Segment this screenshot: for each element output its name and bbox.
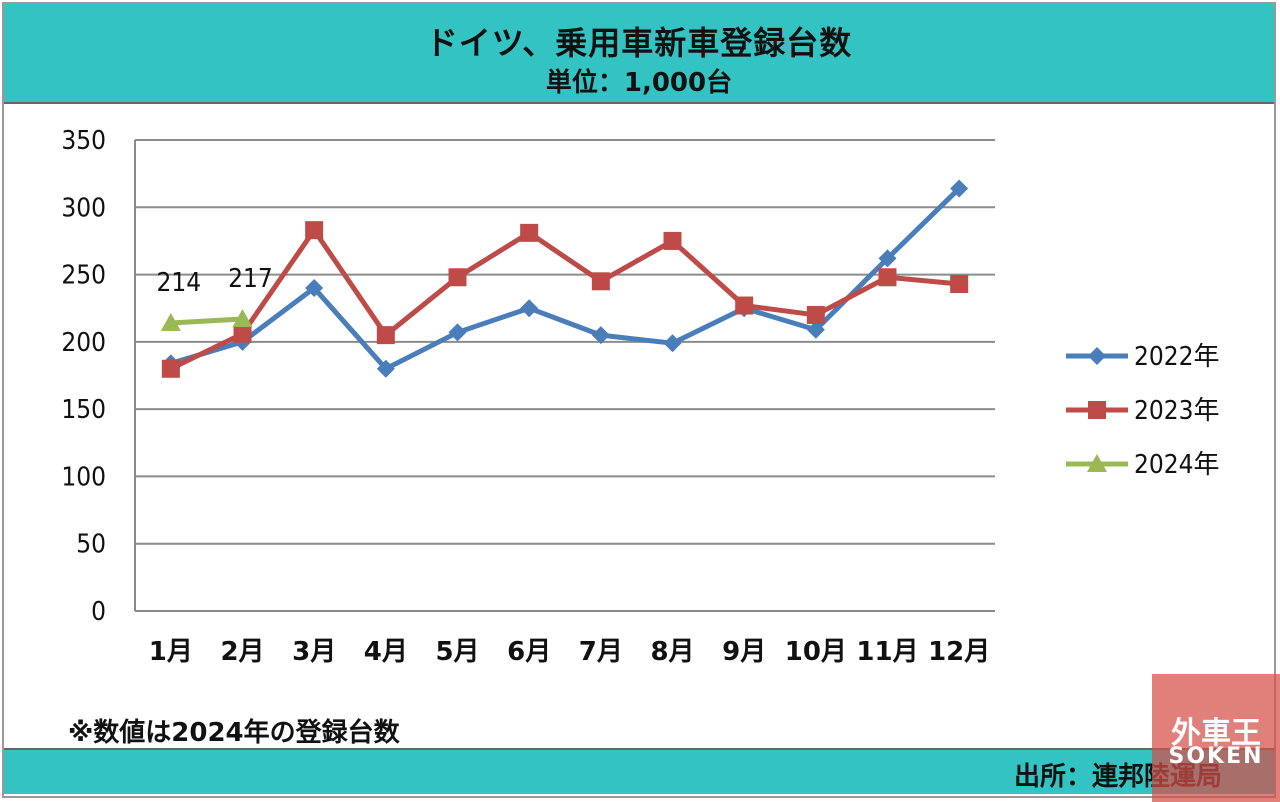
square-marker: [520, 223, 539, 242]
series-line: [169, 227, 960, 372]
footnote: ※数値は2024年の登録台数: [68, 718, 400, 748]
square-marker: [878, 268, 897, 287]
legend-triangle-marker: [1087, 454, 1107, 472]
header-bar: ドイツ、乗用車新車登録台数 単位：1,000台: [4, 4, 1274, 104]
diamond-marker: [448, 323, 467, 342]
legend-label: 2024年: [1134, 450, 1220, 480]
y-tick-label: 100: [61, 462, 106, 492]
square-marker: [591, 272, 610, 291]
square-marker: [735, 296, 754, 315]
x-tick-label: 12月: [928, 637, 990, 667]
diamond-marker: [878, 249, 897, 268]
square-marker: [663, 231, 682, 250]
legend-label: 2023年: [1134, 396, 1220, 426]
series-2023年: [161, 221, 969, 378]
gridlines: [134, 139, 995, 612]
diamond-marker: [663, 334, 682, 353]
square-marker: [448, 268, 467, 287]
y-tick-label: 200: [61, 328, 106, 358]
square-marker: [376, 326, 395, 345]
square-marker: [950, 274, 969, 293]
x-tick-label: 10月: [785, 637, 847, 667]
watermark-logo: 外車王 SOKEN: [1152, 674, 1280, 802]
diamond-marker: [305, 279, 324, 298]
y-tick-label: 50: [76, 530, 106, 560]
x-tick-label: 4月: [364, 637, 408, 667]
legend: 2022年 2023年 2024年: [1066, 342, 1220, 480]
series-2024年: 214 217: [157, 264, 273, 332]
x-tick-label: 3月: [292, 637, 336, 667]
y-tick-label: 0: [91, 597, 106, 627]
square-marker: [233, 324, 252, 343]
x-tick-label: 8月: [650, 637, 694, 667]
x-tick-label: 5月: [435, 637, 479, 667]
y-tick-label: 350: [61, 126, 106, 156]
series-line: [170, 316, 243, 326]
diamond-marker: [591, 326, 610, 345]
x-tick-label: 7月: [579, 637, 623, 667]
diamond-marker: [376, 359, 395, 378]
data-label: 217: [228, 264, 273, 294]
diamond-marker: [520, 299, 539, 318]
y-tick-label: 250: [61, 261, 106, 291]
logo-text-jp: 外車王: [1171, 716, 1261, 751]
y-tick-label: 150: [61, 395, 106, 425]
diamond-marker: [806, 320, 825, 339]
x-tick-label: 11月: [856, 637, 918, 667]
x-tick-label: 6月: [507, 637, 551, 667]
diamond-marker: [950, 179, 969, 198]
square-marker: [806, 305, 825, 324]
footer-bar: [4, 748, 1274, 794]
y-tick-label: 300: [61, 193, 106, 223]
series-group: 214 217: [157, 179, 969, 378]
x-tick-label: 1月: [149, 637, 193, 667]
square-marker: [305, 221, 324, 240]
x-axis-ticks: 1月 2月 3月 4月 5月 6月 7月 8月 9月 10月 11月 12月: [149, 637, 990, 667]
x-tick-label: 2月: [220, 637, 264, 667]
legend-square-marker: [1088, 401, 1106, 419]
data-label: 214: [157, 268, 202, 298]
chart-subtitle: 単位：1,000台: [545, 68, 733, 98]
x-tick-label: 9月: [722, 637, 766, 667]
legend-diamond-marker: [1088, 347, 1106, 365]
triangle-marker: [160, 313, 181, 332]
square-marker: [161, 359, 180, 378]
logo-text-en: SOKEN: [1168, 744, 1264, 769]
triangle-marker: [232, 308, 253, 327]
chart-title: ドイツ、乗用車新車登録台数: [425, 24, 853, 62]
y-axis-ticks: 0 50 100 150 200 250 300 350: [61, 126, 106, 627]
legend-label: 2022年: [1134, 342, 1220, 372]
series-line: [170, 186, 961, 372]
